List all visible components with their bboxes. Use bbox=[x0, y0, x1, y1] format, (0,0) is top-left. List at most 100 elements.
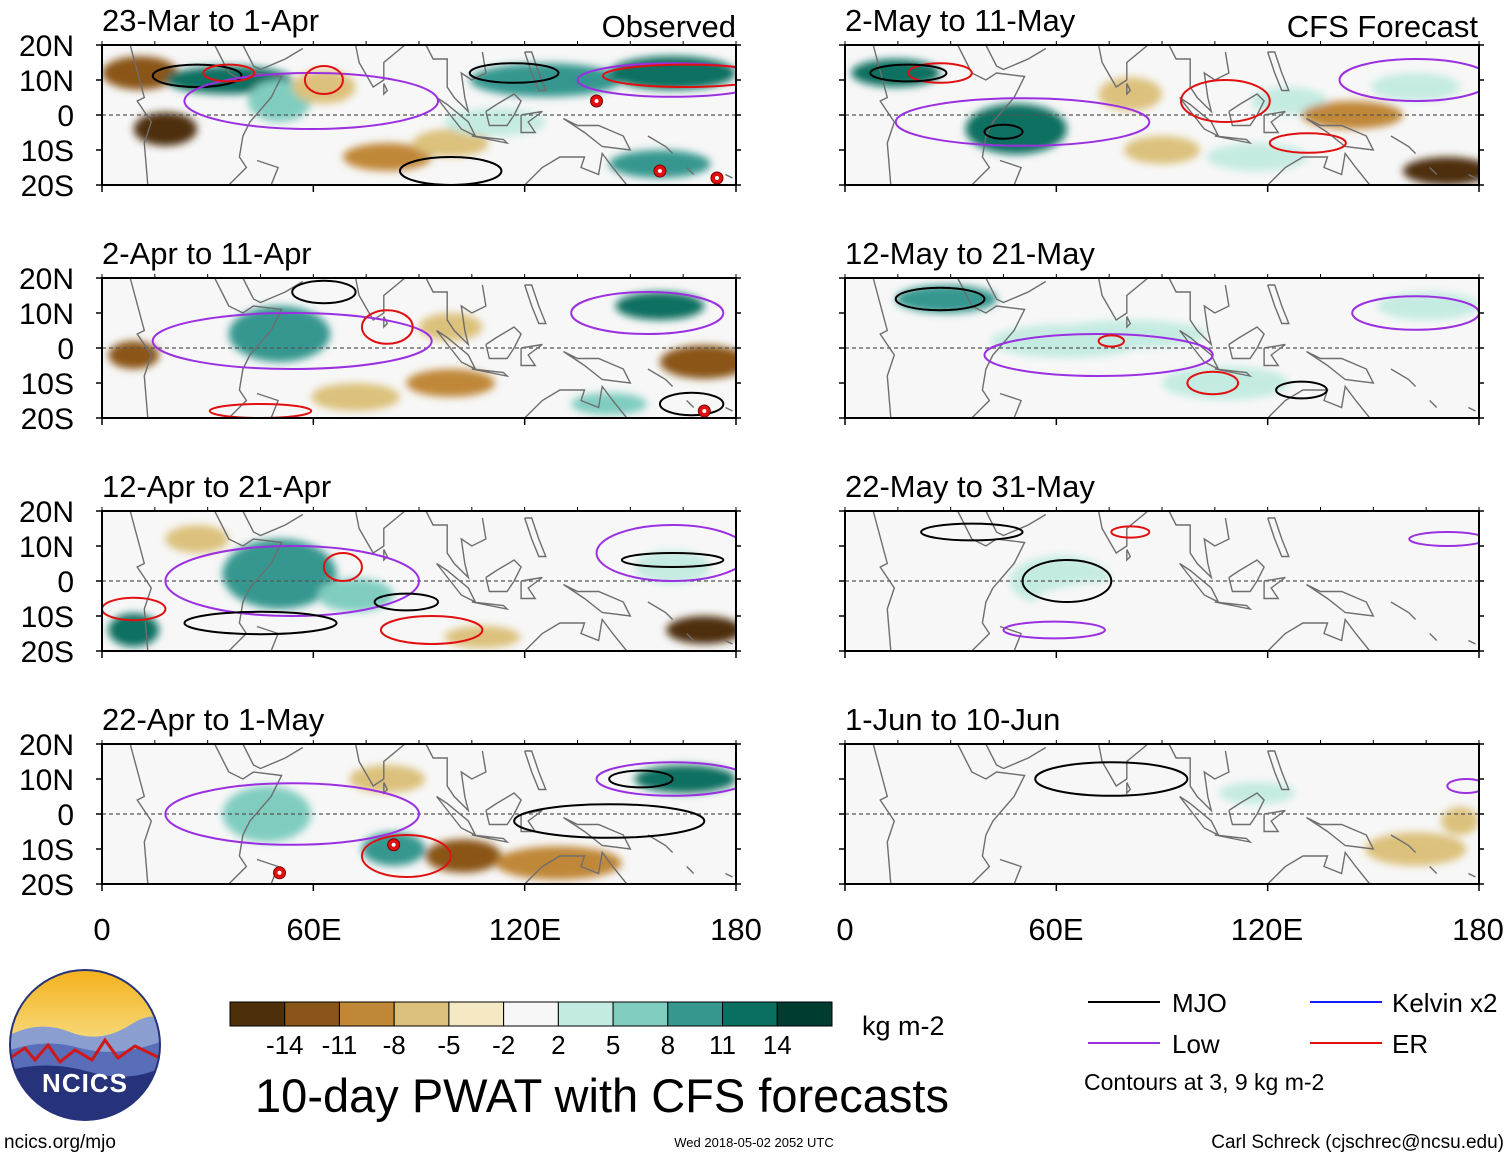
pwat-anomaly-region bbox=[1250, 87, 1327, 115]
coastline bbox=[1228, 93, 1265, 127]
coastline bbox=[383, 782, 389, 795]
coastline bbox=[520, 809, 543, 833]
cfs-forecast-label: CFS Forecast bbox=[1287, 9, 1479, 44]
lon-tick-0: 0 bbox=[836, 912, 853, 947]
panel-title: 22-Apr to 1-May bbox=[102, 702, 325, 737]
coastline bbox=[1263, 110, 1286, 134]
wave-contour bbox=[164, 545, 421, 617]
wave-contour bbox=[576, 62, 736, 98]
colorbar-bin bbox=[503, 1001, 559, 1027]
coastline bbox=[1228, 326, 1265, 360]
coastline bbox=[1265, 617, 1371, 651]
lat-tick-label: 10S bbox=[21, 135, 74, 168]
coastline bbox=[999, 858, 1023, 884]
coastline bbox=[242, 45, 304, 71]
coastline bbox=[214, 278, 283, 418]
lat-tick-label: 20S bbox=[21, 636, 74, 669]
wave-contour bbox=[151, 63, 243, 89]
coastline bbox=[647, 135, 674, 154]
colorbar-bin bbox=[667, 1001, 724, 1027]
coastline bbox=[1126, 782, 1132, 795]
coastline bbox=[1168, 278, 1230, 347]
coastline bbox=[1429, 400, 1438, 408]
wave-contour bbox=[1186, 370, 1240, 396]
lon-tick-120e: 120E bbox=[1231, 912, 1303, 947]
wave-contour bbox=[208, 403, 313, 418]
coastline bbox=[524, 750, 547, 791]
pwat-anomaly-region bbox=[1035, 769, 1162, 803]
pwat-anomaly-region bbox=[1402, 157, 1479, 185]
coastline bbox=[999, 625, 1023, 651]
coastline bbox=[425, 511, 487, 580]
pwat-anomaly-region bbox=[851, 359, 903, 393]
panel-title: 2-Apr to 11-Apr bbox=[102, 236, 312, 271]
footer-url[interactable]: ncics.org/mjo bbox=[4, 1132, 116, 1153]
contour-note: Contours at 3, 9 kg m-2 bbox=[1084, 1069, 1324, 1095]
lat-tick-label: 10N bbox=[19, 764, 74, 797]
wave-contour bbox=[1408, 531, 1479, 547]
coastline bbox=[563, 117, 632, 151]
coastline bbox=[999, 159, 1023, 185]
wave-contour bbox=[151, 312, 433, 370]
coastline bbox=[1214, 135, 1253, 145]
coastline bbox=[1077, 45, 1149, 88]
coastline bbox=[471, 834, 510, 844]
coastline bbox=[471, 601, 510, 611]
lat-tick-label: 10N bbox=[19, 298, 74, 331]
coastline bbox=[1267, 517, 1290, 558]
colorbar-tick-label: 8 bbox=[661, 1030, 675, 1060]
coastline bbox=[647, 834, 674, 853]
wave-contour bbox=[360, 309, 414, 345]
coastline bbox=[1263, 576, 1286, 600]
coastline bbox=[1077, 278, 1149, 321]
panel-title: 23-Mar to 1-Apr bbox=[102, 3, 319, 38]
colorbar-bin bbox=[338, 1001, 395, 1027]
coastline bbox=[686, 167, 695, 175]
coastline bbox=[471, 368, 510, 378]
wave-contour bbox=[983, 333, 1214, 377]
colorbar-bin bbox=[393, 1001, 450, 1027]
wave-contour bbox=[920, 522, 1024, 542]
coastline bbox=[1228, 559, 1265, 593]
coastline bbox=[485, 559, 522, 593]
colorbar-tick-label: 11 bbox=[709, 1030, 736, 1060]
coastline bbox=[1390, 135, 1417, 154]
coastline bbox=[242, 511, 304, 537]
coastline bbox=[522, 151, 628, 185]
wave-contour bbox=[869, 63, 948, 83]
lon-axis-left: 0 60E 120E 180 bbox=[93, 912, 761, 947]
coastline bbox=[436, 795, 477, 837]
pwat-anomaly-region bbox=[425, 839, 502, 873]
legend-low-label: Low bbox=[1172, 1029, 1220, 1059]
pwat-anomaly-region bbox=[1193, 609, 1384, 637]
coastline bbox=[1179, 329, 1220, 371]
coastline bbox=[1077, 511, 1149, 554]
wave-contour bbox=[1021, 559, 1113, 603]
pwat-anomaly-region bbox=[311, 383, 400, 411]
lat-tick-label: 10S bbox=[21, 368, 74, 401]
lat-tick-label: 0 bbox=[57, 333, 74, 366]
coastline bbox=[1168, 511, 1230, 580]
coastline bbox=[524, 517, 547, 558]
lat-tick-label: 20N bbox=[19, 729, 74, 762]
wave-contour bbox=[1338, 58, 1479, 102]
lon-tick-60e: 60E bbox=[286, 912, 341, 947]
colorbar-tick-label: 2 bbox=[551, 1030, 565, 1060]
coastline bbox=[1265, 384, 1371, 418]
coastline bbox=[647, 601, 674, 620]
coastline bbox=[214, 744, 283, 884]
pwat-anomaly-region bbox=[165, 525, 229, 553]
coastline bbox=[872, 278, 896, 418]
pwat-anomaly-region bbox=[1206, 143, 1308, 171]
coastline bbox=[1306, 816, 1375, 850]
coastline bbox=[1214, 601, 1253, 611]
coastline bbox=[522, 850, 628, 884]
coastline bbox=[242, 744, 304, 770]
lat-tick-label: 10N bbox=[19, 65, 74, 98]
coastline bbox=[485, 792, 522, 826]
map-panel: 12-May to 21-May bbox=[839, 236, 1484, 425]
coastline bbox=[383, 83, 389, 96]
coastline bbox=[256, 159, 280, 185]
footer-credit: Carl Schreck (cjschrec@ncsu.edu) bbox=[1211, 1132, 1504, 1153]
